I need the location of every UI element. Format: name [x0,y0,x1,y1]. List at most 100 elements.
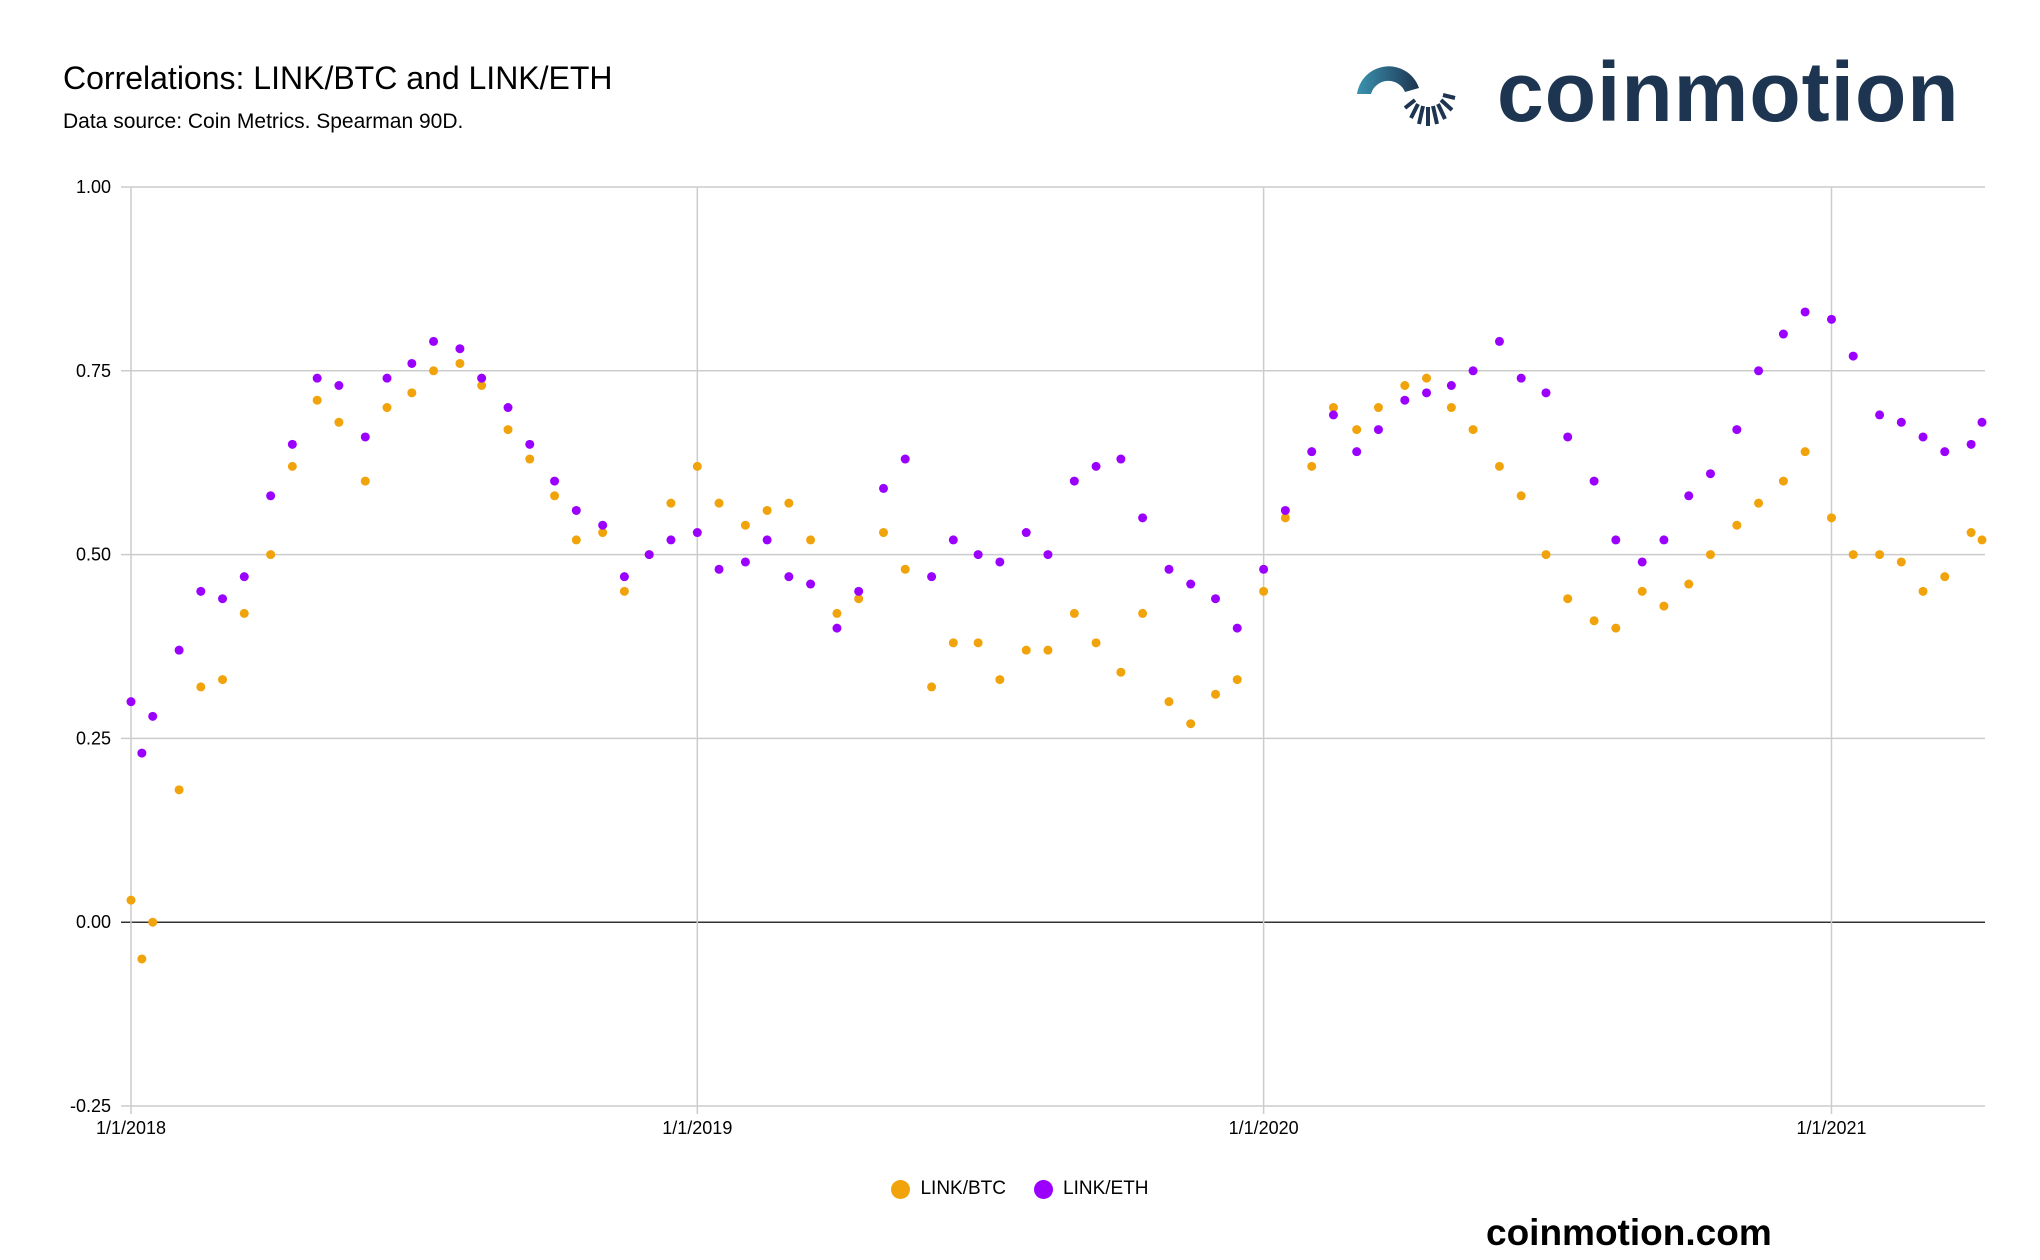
data-point-link-btc [148,917,158,927]
data-point-link-btc [692,461,702,471]
data-point-link-eth [1754,366,1764,376]
correlation-scatter-chart: -0.25 0.00 0.25 0.50 0.75 1.00 1/1/2018 1/1/201… [70,177,1987,1138]
data-point-link-eth [1637,557,1647,567]
data-point-link-btc [312,395,322,405]
data-point-link-btc [1516,491,1526,501]
data-point-link-btc [995,675,1005,685]
data-point-link-btc [287,461,297,471]
data-point-link-btc [854,594,864,604]
data-point-link-eth [854,586,864,596]
data-point-link-eth [126,697,136,707]
data-point-link-eth [1732,425,1742,435]
x-tick-label: 1/1/2018 [96,1118,166,1138]
data-point-link-btc [1186,719,1196,729]
data-point-link-btc [1875,550,1885,560]
data-point-link-btc [1446,403,1456,413]
data-point-link-eth [1940,447,1950,457]
data-point-link-eth [550,476,560,486]
data-point-link-eth [878,483,888,493]
legend-marker-link-eth [1034,1179,1053,1199]
chart-title: Correlations: LINK/BTC and LINK/ETH [63,60,613,96]
y-tick-label: 0.25 [76,728,111,748]
data-point-link-eth [1826,314,1836,324]
data-point-link-btc [429,366,439,376]
data-point-link-eth [148,711,158,721]
data-point-link-eth [1021,528,1031,538]
data-point-link-btc [1778,476,1788,486]
data-point-link-btc [266,550,276,560]
data-point-link-eth [1280,505,1290,515]
data-point-link-btc [1611,623,1621,633]
data-point-link-eth [360,432,370,442]
data-point-link-eth [1589,476,1599,486]
coinmotion-logo: coinmotion [1355,45,1995,148]
data-point-link-btc [360,476,370,486]
data-point-link-eth [196,586,206,596]
legend-item-link-eth[interactable]: LINK/ETH [1034,1178,1149,1200]
y-tick-label: 0.00 [76,912,111,932]
data-point-link-eth [832,623,842,633]
data-point-link-btc [900,564,910,574]
data-point-link-btc [1705,550,1715,560]
data-point-link-btc [1164,697,1174,707]
data-point-link-eth [382,373,392,383]
data-point-link-btc [455,358,465,368]
data-point-link-eth [1373,425,1383,435]
data-point-link-eth [900,454,910,464]
website-url: coinmotion.com [1486,1212,1772,1253]
data-point-link-btc [740,520,750,530]
data-point-link-btc [1021,645,1031,655]
data-point-link-btc [1138,608,1148,618]
data-point-link-btc [239,608,249,618]
data-point-link-btc [1977,535,1987,545]
data-point-link-eth [927,572,937,582]
data-point-link-eth [1186,579,1196,589]
data-point-link-eth [1446,381,1456,391]
legend-label-link-eth: LINK/ETH [1063,1178,1149,1199]
data-point-link-btc [878,528,888,538]
data-point-link-eth [619,572,629,582]
data-point-link-btc [1043,645,1053,655]
data-point-link-eth [312,373,322,383]
data-point-link-btc [1589,616,1599,626]
data-point-link-btc [1732,520,1742,530]
data-point-link-btc [503,425,513,435]
data-point-link-btc [1211,689,1221,699]
data-point-link-btc [1352,425,1362,435]
data-point-link-btc [126,895,136,905]
data-point-link-btc [1563,594,1573,604]
y-tick-label: 0.75 [76,361,111,381]
data-point-link-eth [598,520,608,530]
data-point-link-btc [1659,601,1669,611]
legend-item-link-btc[interactable]: LINK/BTC [891,1178,1006,1200]
data-point-link-btc [598,528,608,538]
data-point-link-eth [455,344,465,354]
data-point-link-eth [174,645,184,655]
data-point-link-eth [1091,461,1101,471]
data-point-link-eth [1328,410,1338,420]
data-point-link-eth [762,535,772,545]
data-point-link-eth [1918,432,1928,442]
data-point-link-btc [784,498,794,508]
data-point-link-eth [1352,447,1362,457]
data-point-link-btc [1848,550,1858,560]
coinmotion-logo-icon [1357,66,1456,126]
data-point-link-eth [503,403,513,413]
data-point-link-eth [1164,564,1174,574]
data-point-link-eth [1563,432,1573,442]
data-point-link-eth [666,535,676,545]
data-point-link-btc [1896,557,1906,567]
data-point-link-btc [1280,513,1290,523]
data-point-link-btc [832,608,842,618]
data-point-link-eth [1541,388,1551,398]
data-point-link-btc [806,535,816,545]
data-point-link-btc [1940,572,1950,582]
data-point-link-eth [1966,439,1976,449]
data-point-link-eth [948,535,958,545]
data-point-link-eth [477,373,487,383]
data-point-link-btc [1494,461,1504,471]
data-point-link-btc [1400,381,1410,391]
y-tick-label: -0.25 [70,1096,111,1116]
data-point-link-btc [619,586,629,596]
data-point-link-btc [571,535,581,545]
